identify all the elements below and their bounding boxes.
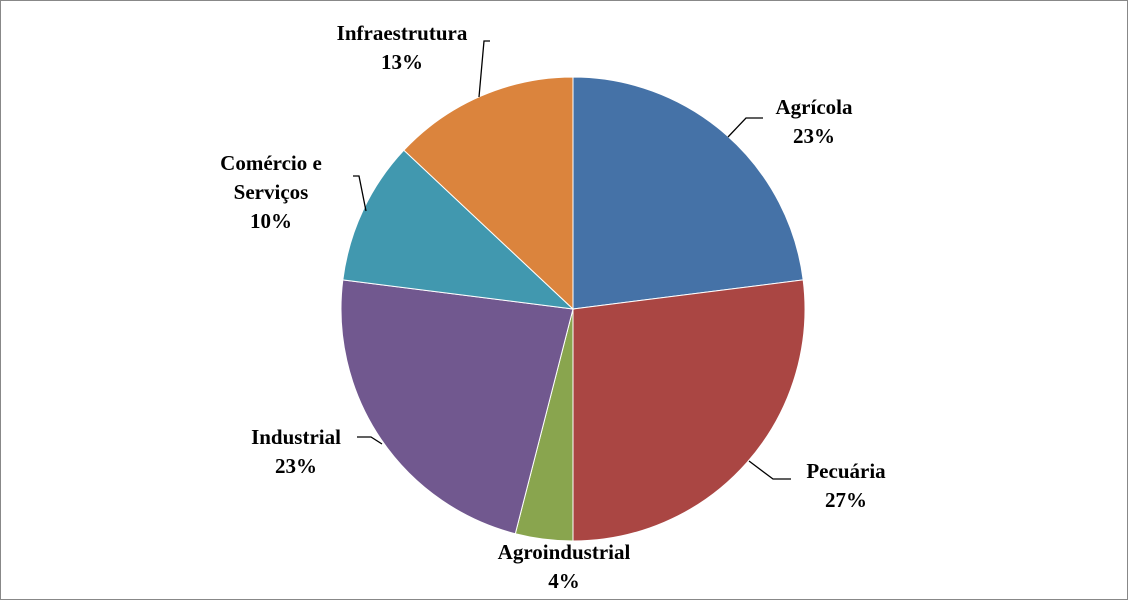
value-label: 13% bbox=[381, 50, 423, 74]
pie-slice bbox=[342, 149, 575, 310]
category-label: Agroindustrial bbox=[497, 540, 631, 564]
pie-slice bbox=[403, 76, 574, 311]
category-label: Comércio e Serviços bbox=[220, 151, 322, 204]
leader-line bbox=[478, 40, 490, 98]
slice-label: Industrial 23% bbox=[251, 423, 341, 481]
pie-slice bbox=[572, 76, 804, 310]
pie-slice bbox=[572, 279, 806, 542]
value-label: 27% bbox=[825, 488, 867, 512]
slice-label: Infraestrutura 13% bbox=[337, 19, 468, 77]
leader-lines bbox=[353, 40, 791, 480]
slice-label: Pecuária 27% bbox=[806, 457, 885, 515]
category-label: Agrícola bbox=[775, 95, 853, 119]
leader-line bbox=[353, 175, 367, 212]
category-label: Industrial bbox=[251, 425, 341, 449]
slice-label: Comércio e Serviços 10% bbox=[211, 149, 331, 236]
slices bbox=[340, 76, 806, 542]
pie-slice bbox=[340, 279, 574, 535]
slice-label: Agrícola 23% bbox=[776, 93, 853, 151]
value-label: 10% bbox=[250, 209, 292, 233]
value-label: 23% bbox=[275, 454, 317, 478]
slice-label: Agroindustrial 4% bbox=[498, 538, 631, 596]
leader-line bbox=[727, 117, 763, 138]
category-label: Pecuária bbox=[806, 459, 886, 483]
category-label: Infraestrutura bbox=[336, 21, 468, 45]
leader-line bbox=[748, 460, 791, 480]
value-label: 23% bbox=[792, 124, 835, 148]
value-label: 4% bbox=[548, 569, 580, 593]
leader-line bbox=[357, 436, 383, 445]
